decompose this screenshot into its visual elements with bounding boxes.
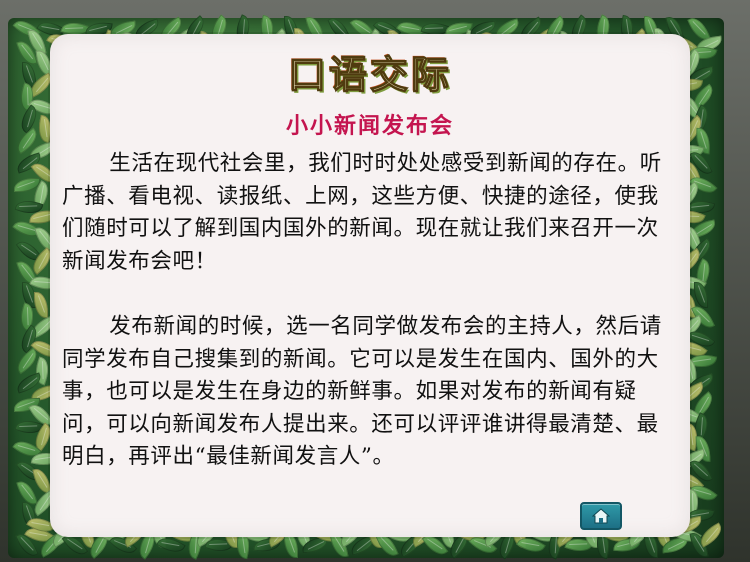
lesson-title: 口语交际 xyxy=(287,52,452,97)
home-icon xyxy=(592,508,610,524)
leaf-decoration xyxy=(34,292,48,318)
home-button[interactable] xyxy=(580,502,622,530)
slide-subtitle: 小小新闻发布会 xyxy=(285,114,454,139)
leaf-decoration xyxy=(14,178,40,192)
paragraph-2: 发布新闻的时候，选一名同学做发布会的主持人，然后请同学发布自己搜集到的新闻。它可… xyxy=(62,314,662,470)
paragraph-1: 生活在现代社会里，我们时时处处感受到新闻的存在。听广播、看电视、读报纸、上网，这… xyxy=(62,151,662,274)
slide-content-area: 口语交际 小小新闻发布会 生活在现代社会里，我们时时处处感受到新闻的存在。听广播… xyxy=(50,34,690,537)
leaf-decoration xyxy=(694,282,708,308)
